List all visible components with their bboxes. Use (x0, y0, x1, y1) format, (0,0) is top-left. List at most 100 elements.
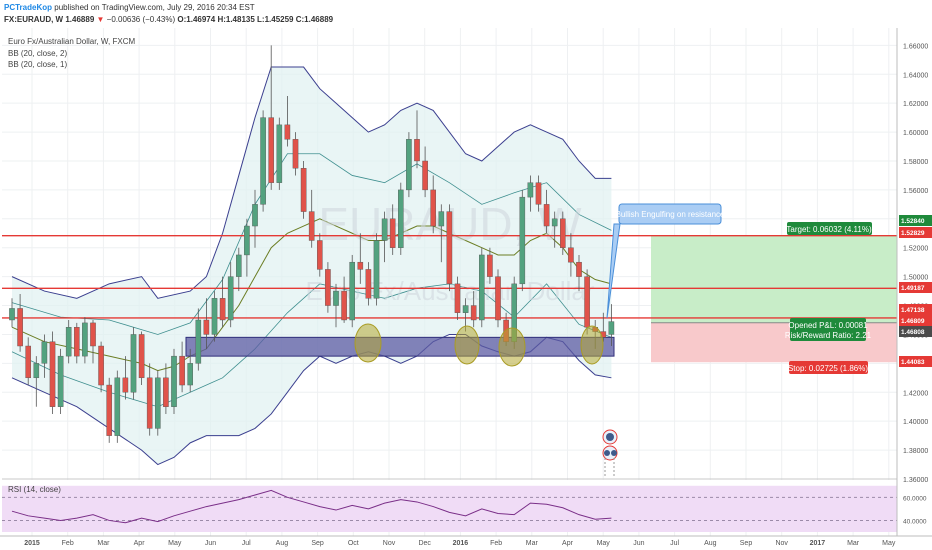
bb-upper-line (11, 66, 612, 299)
rsi-tick-label: 40.0000 (903, 518, 927, 525)
candle-body (325, 269, 331, 306)
open-value: O:1.46974 (177, 15, 216, 24)
time-tick-label: Dec (418, 540, 431, 547)
time-tick-label: Jun (633, 540, 644, 547)
candle (163, 363, 169, 414)
candle-body (171, 355, 177, 407)
candle (98, 341, 104, 393)
time-tick-label: Jun (205, 540, 216, 547)
price-change: −0.00636 (−0.43%) (106, 15, 176, 24)
instrument-legend: Euro Fx/Australian Dollar, W, FXCM (8, 37, 135, 46)
bb1-legend[interactable]: BB (20, close, 1) (8, 60, 67, 69)
candle-body (543, 204, 550, 227)
candle (333, 283, 339, 328)
time-tick-label: Nov (775, 540, 788, 547)
low-value: L:1.45259 (257, 15, 294, 24)
candle (292, 132, 299, 176)
candle-body (130, 334, 137, 393)
candle (268, 45, 275, 190)
candle-body (584, 276, 590, 328)
candle (495, 269, 501, 328)
price-tag-box (899, 227, 932, 238)
candle (82, 317, 88, 364)
candle-body (17, 308, 23, 347)
candle-body (82, 322, 88, 357)
price-tick-label: 1.50000 (903, 275, 928, 282)
candle-body (576, 261, 582, 277)
time-tick-label: Aug (704, 540, 717, 547)
rsi-legend[interactable]: RSI (14, close) (8, 485, 61, 494)
candle-body (365, 269, 372, 299)
candle (106, 377, 112, 443)
candle (252, 189, 258, 248)
candle (41, 334, 48, 378)
callout-box[interactable] (618, 203, 722, 225)
price-tick-label: 1.52000 (903, 246, 928, 253)
time-axis[interactable]: 2015 Feb Mar Apr May Jun Jul Aug Sep Oct Nov Dec 201… (24, 540, 896, 547)
candle (325, 262, 331, 313)
candle-body (381, 218, 388, 241)
last-price: 1.46889 (65, 15, 95, 24)
bb2-legend[interactable]: BB (20, close, 2) (8, 49, 67, 58)
price-axis[interactable]: 1.360001.380001.400001.420001.440001.460… (903, 43, 928, 484)
candle-body (333, 290, 339, 306)
time-tick-label: Mar (97, 540, 110, 547)
candle-body (33, 363, 40, 379)
candle-body (252, 204, 258, 227)
stop-label-box (789, 361, 868, 374)
candle-body (454, 283, 461, 313)
time-tick-label: Feb (490, 540, 502, 547)
candle (73, 322, 80, 364)
change-arrow: ▼ (96, 15, 105, 24)
time-tick-label: 2016 (453, 540, 469, 547)
candle-body (487, 254, 493, 277)
rsi-tick-label: 60.0000 (903, 495, 927, 502)
candle (373, 233, 380, 306)
touch-circle (354, 323, 382, 363)
candle-body (9, 308, 15, 321)
author-name[interactable]: PCTradeKop (4, 3, 53, 12)
candle (203, 298, 210, 349)
high-value: H:1.48135 (217, 15, 255, 24)
candle (576, 254, 582, 292)
rsi-indicator (2, 489, 897, 524)
candle (414, 110, 420, 169)
flag-icon (604, 450, 610, 456)
time-tick-label: 2017 (810, 540, 826, 547)
candle (300, 160, 307, 219)
flag-icon (611, 450, 617, 456)
candle (219, 276, 226, 328)
price-tag-label: 1.46808 (901, 329, 925, 336)
candle-body (25, 345, 32, 379)
candle (535, 175, 542, 212)
rr-label: Risk/Reward Ratio: 2.21 (785, 331, 872, 340)
support-zone[interactable] (185, 336, 615, 357)
candle (154, 370, 161, 436)
candle (543, 189, 550, 234)
rsi-band (2, 485, 897, 532)
time-tick-label: Sep (311, 540, 324, 547)
time-tick-label: Jul (242, 540, 251, 547)
candle (195, 308, 202, 371)
quote-line: FX:EURAUD, W 1.46889 ▼ −0.00636 (−0.43%)… (4, 15, 333, 24)
candle-body (146, 377, 153, 429)
price-tick-label: 1.66000 (903, 43, 928, 50)
candle (25, 337, 32, 386)
candle (527, 175, 534, 212)
candle-body (90, 322, 96, 347)
price-tick-label: 1.60000 (903, 130, 928, 137)
candle (349, 254, 356, 328)
candle-body (187, 363, 194, 386)
price-tag-label: 1.49187 (901, 285, 925, 292)
price-tag-box (899, 356, 932, 367)
candle (438, 204, 445, 263)
candle-body (292, 139, 299, 169)
price-tag-box (899, 304, 932, 315)
candle-body (179, 355, 185, 386)
candle (568, 233, 574, 277)
candle (9, 298, 15, 328)
candle-body (308, 211, 315, 241)
candle-body (535, 182, 542, 205)
price-tick-label: 1.56000 (903, 188, 928, 195)
